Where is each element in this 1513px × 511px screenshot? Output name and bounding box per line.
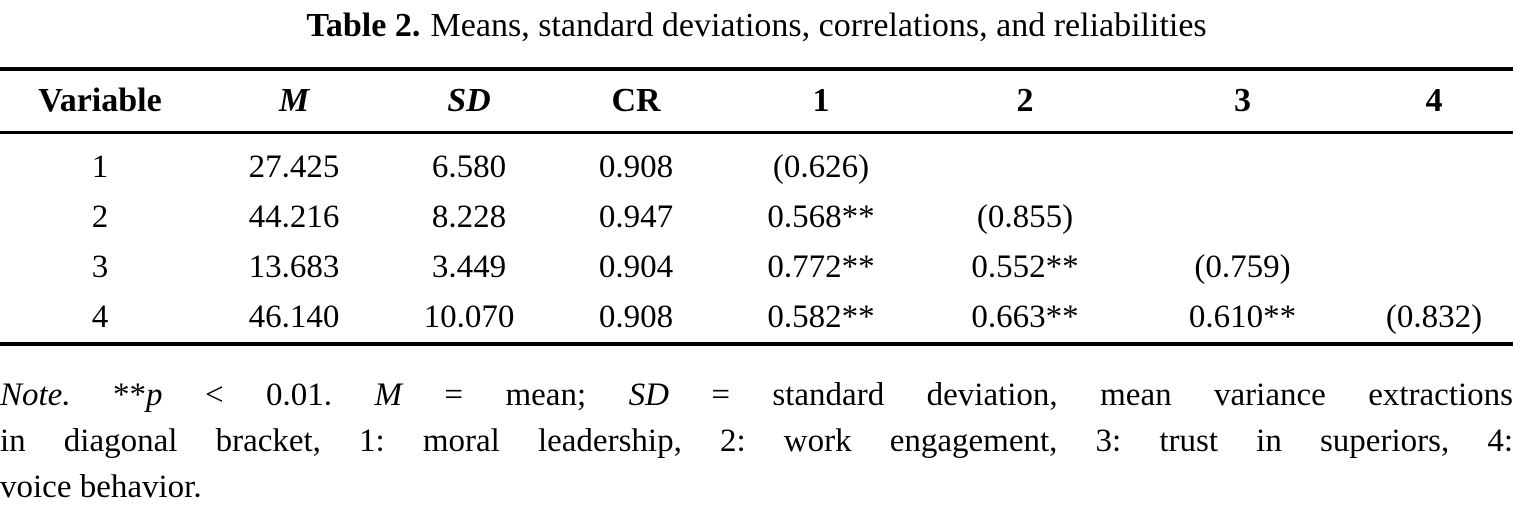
cell-corr-4 [1355,192,1513,242]
cell-corr-1: 0.582** [767,298,875,335]
column-header-sd: SD [388,69,550,134]
cell-sd: 10.070 [423,298,515,335]
cell-mean: 44.216 [248,198,340,235]
note-text-segment: = standard deviation, mean variance extr… [668,377,1513,413]
table-row-2: 2 44.216 8.228 0.947 0.568** (0.855) [0,192,1513,242]
column-header-4: 4 [1355,69,1513,134]
cell-corr-3: (0.759) [1194,248,1291,285]
note-text-segment: < 0.01. [162,377,375,413]
note-text-segment: p [146,377,163,413]
note-line-2: in diagonal bracket, 1: moral leadership… [0,418,1513,464]
cell-corr-4 [1355,242,1513,292]
table-note: Note. **p < 0.01. M = mean; SD = standar… [0,372,1513,510]
cell-variable: 1 [91,148,109,185]
note-text-segment: in diagonal bracket, 1: moral leadership… [0,423,1513,459]
cell-corr-4: (0.832) [1385,298,1483,335]
cell-mean: 46.140 [248,298,340,335]
note-text-segment: = mean; [401,377,629,413]
table-caption: Table 2. Means, standard deviations, corr… [0,0,1513,67]
table-header-row: Variable M SD CR 1 2 3 4 [0,69,1513,134]
cell-cr: 0.947 [598,198,674,235]
correlation-table: Variable M SD CR 1 2 3 4 1 27.425 6.580 … [0,67,1513,346]
cell-sd: 3.449 [431,248,507,285]
cell-variable: 4 [91,298,109,335]
table-caption-title: Means, standard deviations, correlations… [430,7,1207,44]
cell-mean: 27.425 [248,148,340,185]
table-caption-number: Table 2. [306,7,421,44]
note-line-1: Note. **p < 0.01. M = mean; SD = standar… [0,372,1513,418]
note-text-segment: Note. [0,377,71,413]
column-header-m: M [200,69,388,134]
column-header-cr: CR [550,69,722,134]
note-text-segment: voice behavior. [0,469,202,505]
column-header-2: 2 [920,69,1130,134]
cell-corr-3 [1130,192,1355,242]
cell-cr: 0.908 [598,148,674,185]
table-row-1: 1 27.425 6.580 0.908 (0.626) [0,133,1513,193]
cell-corr-2 [920,133,1130,193]
note-line-3: voice behavior. [0,464,1513,510]
cell-corr-1: 0.772** [767,248,875,285]
cell-cr: 0.904 [598,248,674,285]
note-text-segment: ** [70,377,147,413]
cell-cr: 0.908 [598,298,674,335]
note-text-segment: M [374,377,402,413]
cell-corr-2: 0.552** [971,248,1079,285]
column-header-1: 1 [722,69,920,134]
cell-corr-1: (0.626) [772,148,870,185]
cell-sd: 8.228 [431,198,507,235]
column-header-variable: Variable [0,69,200,134]
cell-corr-1: 0.568** [767,198,875,235]
table-row-4: 4 46.140 10.070 0.908 0.582** 0.663** 0.… [0,292,1513,344]
column-header-3: 3 [1130,69,1355,134]
cell-corr-2: 0.663** [971,298,1079,335]
cell-corr-3: 0.610** [1188,298,1297,335]
cell-corr-3 [1130,133,1355,193]
cell-sd: 6.580 [431,148,507,185]
cell-corr-2: (0.855) [976,198,1074,235]
cell-corr-4 [1355,133,1513,193]
cell-variable: 2 [91,198,109,235]
cell-variable: 3 [91,248,109,285]
table-row-3: 3 13.683 3.449 0.904 0.772** 0.552** (0.… [0,242,1513,292]
note-text-segment: SD [628,377,669,413]
cell-mean: 13.683 [248,248,340,285]
